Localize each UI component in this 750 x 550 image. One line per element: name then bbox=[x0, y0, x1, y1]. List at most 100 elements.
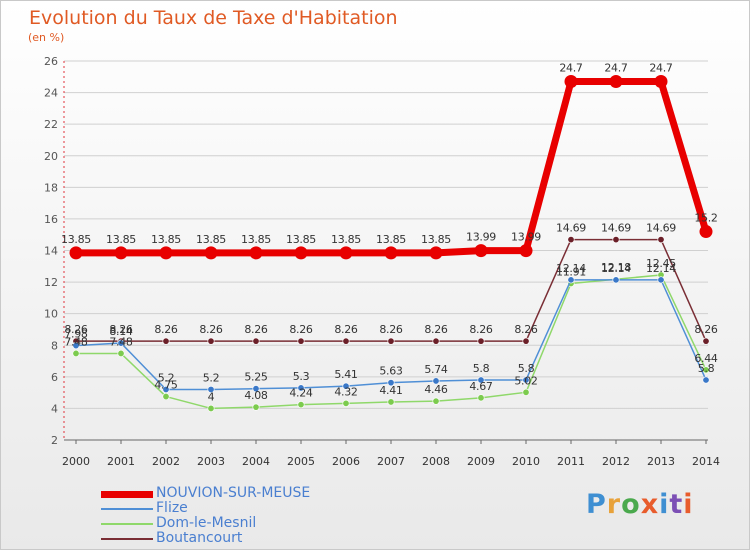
logo-letter: i bbox=[659, 489, 670, 520]
data-label: 13.85 bbox=[241, 233, 271, 246]
data-point bbox=[339, 246, 353, 260]
data-label: 8.26 bbox=[64, 323, 88, 336]
data-point bbox=[657, 276, 665, 284]
logo-letter: t bbox=[669, 489, 684, 520]
data-label: 12.14 bbox=[556, 262, 586, 275]
data-point bbox=[429, 246, 443, 260]
data-label: 8.26 bbox=[424, 323, 448, 336]
data-label: 13.99 bbox=[466, 231, 496, 244]
y-tick-label: 26 bbox=[44, 55, 58, 68]
x-tick-label: 2009 bbox=[467, 455, 495, 468]
data-point bbox=[567, 276, 575, 284]
y-tick-label: 10 bbox=[44, 308, 58, 321]
data-label: 5.63 bbox=[379, 365, 403, 378]
data-label: 14.69 bbox=[601, 222, 631, 235]
data-label: 13.99 bbox=[511, 231, 541, 244]
y-tick-label: 8 bbox=[51, 339, 58, 352]
data-label: 8.26 bbox=[469, 323, 493, 336]
data-label: 7.48 bbox=[109, 335, 133, 348]
data-point bbox=[72, 349, 80, 357]
x-tick-label: 2003 bbox=[197, 455, 225, 468]
data-label: 13.85 bbox=[151, 233, 181, 246]
data-point bbox=[609, 75, 623, 89]
data-label: 4.24 bbox=[289, 387, 313, 400]
data-label: 4.41 bbox=[379, 384, 402, 397]
data-point bbox=[432, 377, 440, 385]
data-point bbox=[159, 246, 173, 260]
legend-label: Boutancourt bbox=[156, 530, 243, 546]
data-point bbox=[387, 398, 395, 406]
data-label: 5.3 bbox=[293, 370, 310, 383]
data-point bbox=[117, 339, 125, 347]
x-tick-label: 2007 bbox=[377, 455, 405, 468]
legend-swatch bbox=[101, 523, 153, 525]
data-label: 5.41 bbox=[334, 368, 357, 381]
data-label: 12.18 bbox=[601, 261, 631, 274]
x-tick-label: 2000 bbox=[62, 455, 90, 468]
data-point bbox=[69, 246, 83, 260]
data-point bbox=[702, 337, 710, 345]
data-point bbox=[297, 384, 305, 392]
data-label: 5.2 bbox=[158, 371, 175, 384]
logo-letter: r bbox=[606, 489, 622, 520]
y-tick-label: 24 bbox=[44, 87, 58, 100]
data-point bbox=[297, 337, 305, 345]
data-label: 7.98 bbox=[64, 328, 88, 341]
data-label: 24.7 bbox=[649, 62, 673, 75]
x-tick-label: 2004 bbox=[242, 455, 270, 468]
data-label: 12.14 bbox=[601, 262, 631, 275]
data-label: 13.85 bbox=[196, 233, 226, 246]
x-tick-label: 2013 bbox=[647, 455, 675, 468]
data-point bbox=[522, 388, 530, 396]
data-point bbox=[342, 382, 350, 390]
logo-letter: x bbox=[640, 489, 660, 520]
data-label: 12.45 bbox=[646, 257, 676, 270]
data-point bbox=[612, 276, 620, 284]
data-label: 4.67 bbox=[469, 380, 493, 393]
data-point bbox=[297, 401, 305, 409]
data-point bbox=[72, 342, 80, 350]
data-label: 7.48 bbox=[64, 335, 88, 348]
data-point bbox=[702, 376, 710, 384]
data-point bbox=[564, 75, 578, 89]
data-point bbox=[162, 385, 170, 393]
data-label: 5.8 bbox=[473, 362, 490, 375]
y-tick-label: 18 bbox=[44, 181, 58, 194]
data-label: 4 bbox=[208, 390, 215, 403]
y-tick-label: 6 bbox=[51, 371, 58, 384]
data-label: 8.14 bbox=[109, 325, 133, 338]
data-label: 13.85 bbox=[61, 233, 91, 246]
data-point bbox=[342, 337, 350, 345]
data-label: 8.26 bbox=[514, 323, 538, 336]
data-point bbox=[384, 246, 398, 260]
data-point bbox=[567, 236, 575, 244]
data-label: 8.26 bbox=[694, 323, 718, 336]
data-label: 13.85 bbox=[286, 233, 316, 246]
data-point bbox=[654, 75, 668, 89]
chart-title: Evolution du Taux de Taxe d'Habitation bbox=[29, 7, 398, 29]
data-point bbox=[612, 236, 620, 244]
data-point bbox=[249, 246, 263, 260]
data-label: 4.32 bbox=[334, 385, 357, 398]
x-tick-label: 2001 bbox=[107, 455, 135, 468]
x-tick-label: 2014 bbox=[692, 455, 720, 468]
data-point bbox=[432, 397, 440, 405]
data-label: 13.85 bbox=[376, 233, 406, 246]
data-point bbox=[252, 337, 260, 345]
data-label: 8.26 bbox=[334, 323, 358, 336]
data-point bbox=[522, 337, 530, 345]
y-tick-label: 16 bbox=[44, 213, 58, 226]
data-label: 13.85 bbox=[106, 233, 136, 246]
data-point bbox=[477, 337, 485, 345]
data-point bbox=[474, 244, 488, 258]
data-label: 5.8 bbox=[698, 362, 715, 375]
legend-label: NOUVION-SUR-MEUSE bbox=[156, 485, 311, 501]
data-point bbox=[252, 385, 260, 393]
data-point bbox=[432, 337, 440, 345]
x-tick-label: 2008 bbox=[422, 455, 450, 468]
y-tick-label: 2 bbox=[51, 434, 58, 447]
y-tick-label: 4 bbox=[51, 402, 58, 415]
data-point bbox=[387, 337, 395, 345]
data-label: 8.26 bbox=[244, 323, 268, 336]
